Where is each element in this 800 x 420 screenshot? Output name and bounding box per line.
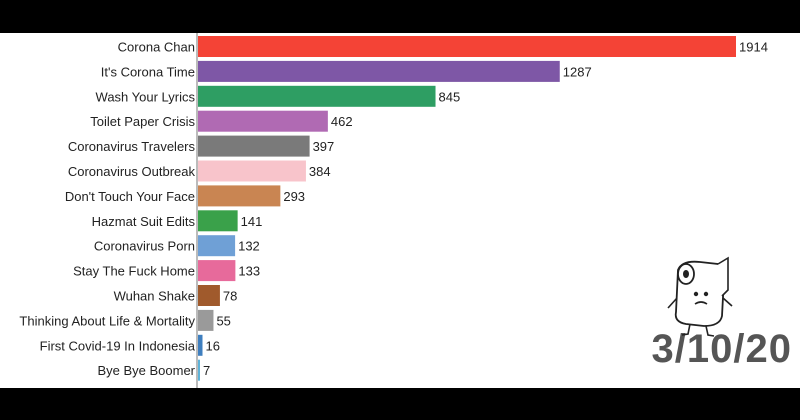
value-label: 397 <box>313 139 335 154</box>
category-label: Corona Chan <box>118 40 195 55</box>
bar <box>198 359 200 381</box>
category-label: Coronavirus Travelers <box>68 139 196 154</box>
value-label: 1914 <box>739 40 768 55</box>
category-label: Don't Touch Your Face <box>65 189 195 204</box>
value-label: 7 <box>203 363 210 378</box>
value-label: 16 <box>205 338 219 353</box>
bar <box>198 160 306 182</box>
value-label: 141 <box>241 214 263 229</box>
category-label: Wuhan Shake <box>114 289 195 304</box>
toilet-paper-mascot-icon <box>667 256 733 337</box>
category-label: Bye Bye Boomer <box>97 363 195 378</box>
value-label: 384 <box>309 164 331 179</box>
value-label: 132 <box>238 239 260 254</box>
category-label: It's Corona Time <box>101 64 195 79</box>
bar-chart: Corona Chan 1914 It's Corona Time 1287 Wash … <box>19 33 768 388</box>
category-label: Coronavirus Outbreak <box>68 164 196 179</box>
bar <box>198 135 310 157</box>
value-label: 293 <box>283 189 305 204</box>
category-label: Toilet Paper Crisis <box>90 114 195 129</box>
category-label: First Covid-19 In Indonesia <box>40 338 196 353</box>
value-label: 1287 <box>563 64 592 79</box>
bar <box>198 210 238 232</box>
bar <box>198 60 560 82</box>
value-label: 462 <box>331 114 353 129</box>
value-label: 133 <box>238 264 260 279</box>
value-label: 845 <box>439 89 461 104</box>
bar <box>198 36 736 57</box>
category-label: Wash Your Lyrics <box>96 89 196 104</box>
value-label: 55 <box>216 313 230 328</box>
category-label: Thinking About Life & Mortality <box>19 313 195 328</box>
date-label: 3/10/20 <box>651 327 792 371</box>
bar <box>198 260 236 282</box>
category-label: Stay The Fuck Home <box>73 264 195 279</box>
bar <box>198 185 281 207</box>
value-label: 78 <box>223 289 237 304</box>
category-label: Coronavirus Porn <box>94 239 195 254</box>
bar <box>198 309 214 331</box>
bar <box>198 85 436 107</box>
bar <box>198 110 328 132</box>
bar <box>198 285 220 306</box>
bar <box>198 334 203 356</box>
bar <box>198 235 236 257</box>
chart-stage: Corona Chan 1914 It's Corona Time 1287 Wash … <box>0 33 800 388</box>
category-label: Hazmat Suit Edits <box>92 214 196 229</box>
